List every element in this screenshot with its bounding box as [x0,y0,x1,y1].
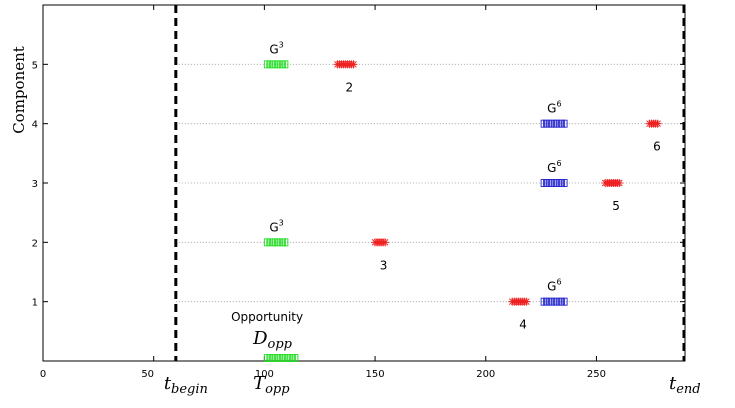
x-tick-label-0: 0 [40,369,46,380]
segment-label-3-4: G6 [547,159,561,175]
vline-label-end: tend [669,373,701,397]
segment-label-3-5: 5 [612,199,620,213]
opportunity-t-label: Topp [253,373,290,397]
plot-frame [42,4,686,362]
y-axis-label: Component [10,46,28,134]
y-tick-label-1: 1 [32,298,38,309]
x-tick-label-150: 150 [366,369,385,380]
segment-label-5-0: G3 [269,40,283,56]
segment-label-1-9: 4 [519,318,527,332]
segment-green-2-6 [263,238,289,247]
x-tick-label-100: 100 [255,369,274,380]
segment-label-4-2: G6 [547,100,561,116]
segment-red-5-1 [333,60,358,69]
segment-red-4-3 [645,119,662,128]
opportunity-d-label: Dopp [252,328,293,352]
segment-red-1-9 [508,297,531,306]
y-tick-label-4: 4 [32,120,38,131]
segment-green-5-0 [263,60,289,69]
segment-blue-1-8 [540,297,568,306]
segment-label-5-1: 2 [345,80,353,94]
segment-blue-3-4 [540,179,568,187]
opportunity-marker [263,354,299,362]
x-tick-label-250: 250 [587,369,606,380]
x-tick-label-50: 50 [141,369,154,380]
vline-label-begin: tbegin [164,373,208,397]
y-tick-label-5: 5 [32,60,38,71]
segment-red-3-5 [601,179,624,187]
segment-label-2-7: 3 [380,258,388,272]
segment-red-2-7 [371,238,390,247]
y-tick-label-3: 3 [32,179,38,190]
x-tick-label-200: 200 [476,369,495,380]
segment-label-4-3: 6 [653,140,661,154]
segment-label-2-6: G3 [269,218,283,234]
y-tick-label-2: 2 [32,238,38,249]
segment-blue-4-2 [540,119,568,128]
opportunity-label: Opportunity [231,310,303,324]
segment-label-1-8: G6 [547,278,561,294]
